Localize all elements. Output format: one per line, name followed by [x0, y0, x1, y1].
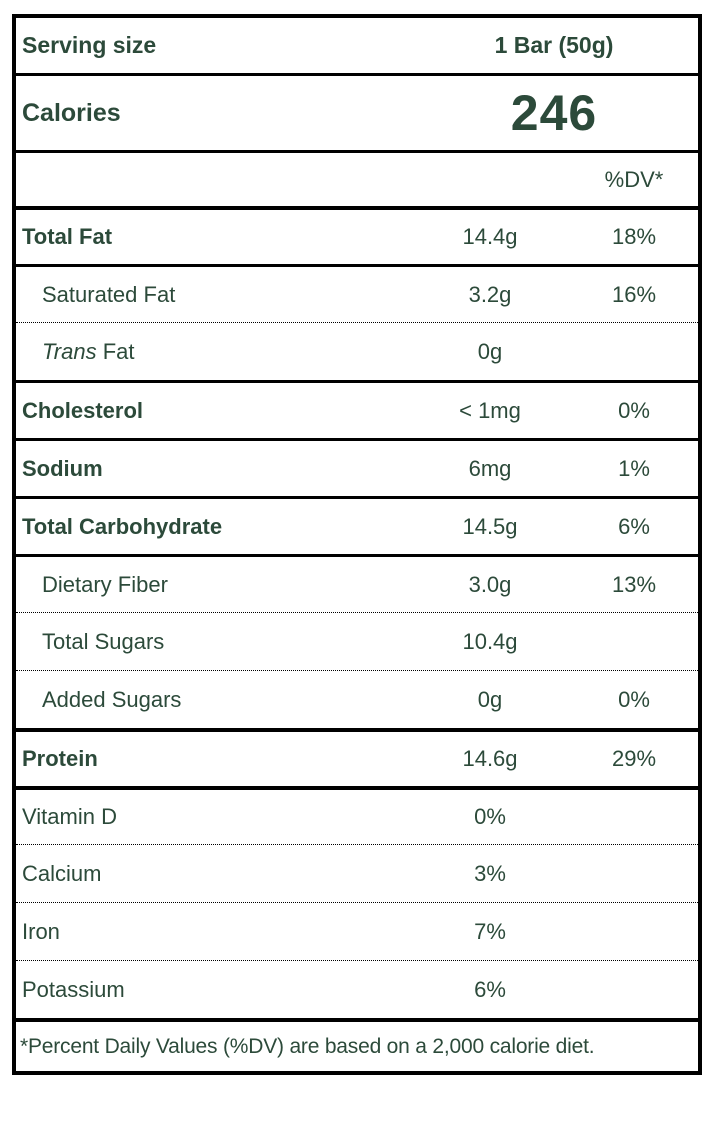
nutrient-dv: 13% [611, 571, 657, 597]
row-sodium: Sodium 6mg 1% [16, 438, 698, 496]
nutrient-amount: < 1mg [459, 397, 521, 423]
nutrient-label: Total Carbohydrate [22, 513, 223, 539]
nutrient-label: Calcium [22, 860, 102, 886]
nutrient-label: Trans Fat [16, 339, 410, 365]
nutrient-dv: 0% [618, 397, 650, 423]
nutrient-label: Sodium [22, 455, 103, 481]
nutrient-label: Total Sugars [42, 628, 165, 654]
daily-value-header-row: %DV* [16, 150, 698, 206]
nutrient-dv: 18% [611, 224, 657, 249]
row-trans-fat: Trans Fat 0g [16, 322, 698, 380]
nutrient-label: Vitamin D [22, 804, 117, 829]
nutrient-amount: 7% [474, 918, 506, 944]
nutrient-amount: 0g [477, 338, 503, 364]
nutrient-dv: 6% [618, 513, 650, 539]
row-potassium: Potassium 6% [16, 960, 698, 1018]
daily-value-header: %DV* [604, 166, 664, 192]
serving-size-row: Serving size 1 Bar (50g) [16, 18, 698, 73]
nutrient-label: Cholesterol [22, 397, 144, 423]
nutrient-dv: 16% [611, 281, 657, 307]
nutrient-label: Potassium [22, 976, 125, 1002]
daily-value-footnote: *Percent Daily Values (%DV) are based on… [16, 1018, 698, 1071]
trans-fat-rest-part: Fat [96, 338, 135, 364]
row-total-carbohydrate: Total Carbohydrate 14.5g 6% [16, 496, 698, 554]
nutrient-label: Dietary Fiber [42, 571, 168, 597]
calories-row: Calories 246 [16, 73, 698, 150]
row-vitamin-d: Vitamin D 0% [16, 786, 698, 844]
row-dietary-fiber: Dietary Fiber 3.0g 13% [16, 554, 698, 612]
nutrient-amount: 6% [474, 976, 506, 1002]
nutrient-label: Protein [22, 746, 98, 771]
nutrient-amount: 0% [474, 804, 506, 829]
nutrient-dv: 29% [611, 746, 657, 771]
nutrient-label: Saturated Fat [42, 281, 176, 307]
nutrient-amount: 14.6g [462, 746, 518, 771]
row-cholesterol: Cholesterol < 1mg 0% [16, 380, 698, 438]
row-saturated-fat: Saturated Fat 3.2g 16% [16, 264, 698, 322]
serving-size-value: 1 Bar (50g) [494, 32, 614, 58]
row-total-sugars: Total Sugars 10.4g [16, 612, 698, 670]
nutrient-amount: 10.4g [462, 628, 518, 654]
nutrient-label: Added Sugars [42, 686, 182, 712]
serving-size-label: Serving size [22, 32, 157, 58]
row-protein: Protein 14.6g 29% [16, 728, 698, 786]
row-calcium: Calcium 3% [16, 844, 698, 902]
row-total-fat: Total Fat 14.4g 18% [16, 206, 698, 264]
nutrient-amount: 3% [474, 860, 506, 886]
nutrient-amount: 14.4g [462, 224, 518, 249]
nutrient-amount: 3.2g [468, 281, 512, 307]
nutrient-amount: 14.5g [462, 513, 518, 539]
nutrient-dv: 1% [618, 455, 650, 481]
nutrient-label: Iron [22, 918, 60, 944]
nutrient-amount: 3.0g [468, 571, 512, 597]
nutrient-dv: 0% [618, 686, 650, 712]
nutrition-facts-label: Serving size 1 Bar (50g) Calories 246 %D… [12, 14, 702, 1075]
row-iron: Iron 7% [16, 902, 698, 960]
row-added-sugars: Added Sugars 0g 0% [16, 670, 698, 728]
nutrient-amount: 6mg [468, 455, 512, 481]
nutrient-amount: 0g [477, 686, 503, 712]
calories-value: 246 [510, 85, 598, 141]
nutrient-label: Total Fat [22, 224, 113, 249]
trans-fat-italic-part: Trans [42, 338, 97, 364]
calories-label: Calories [22, 98, 121, 127]
